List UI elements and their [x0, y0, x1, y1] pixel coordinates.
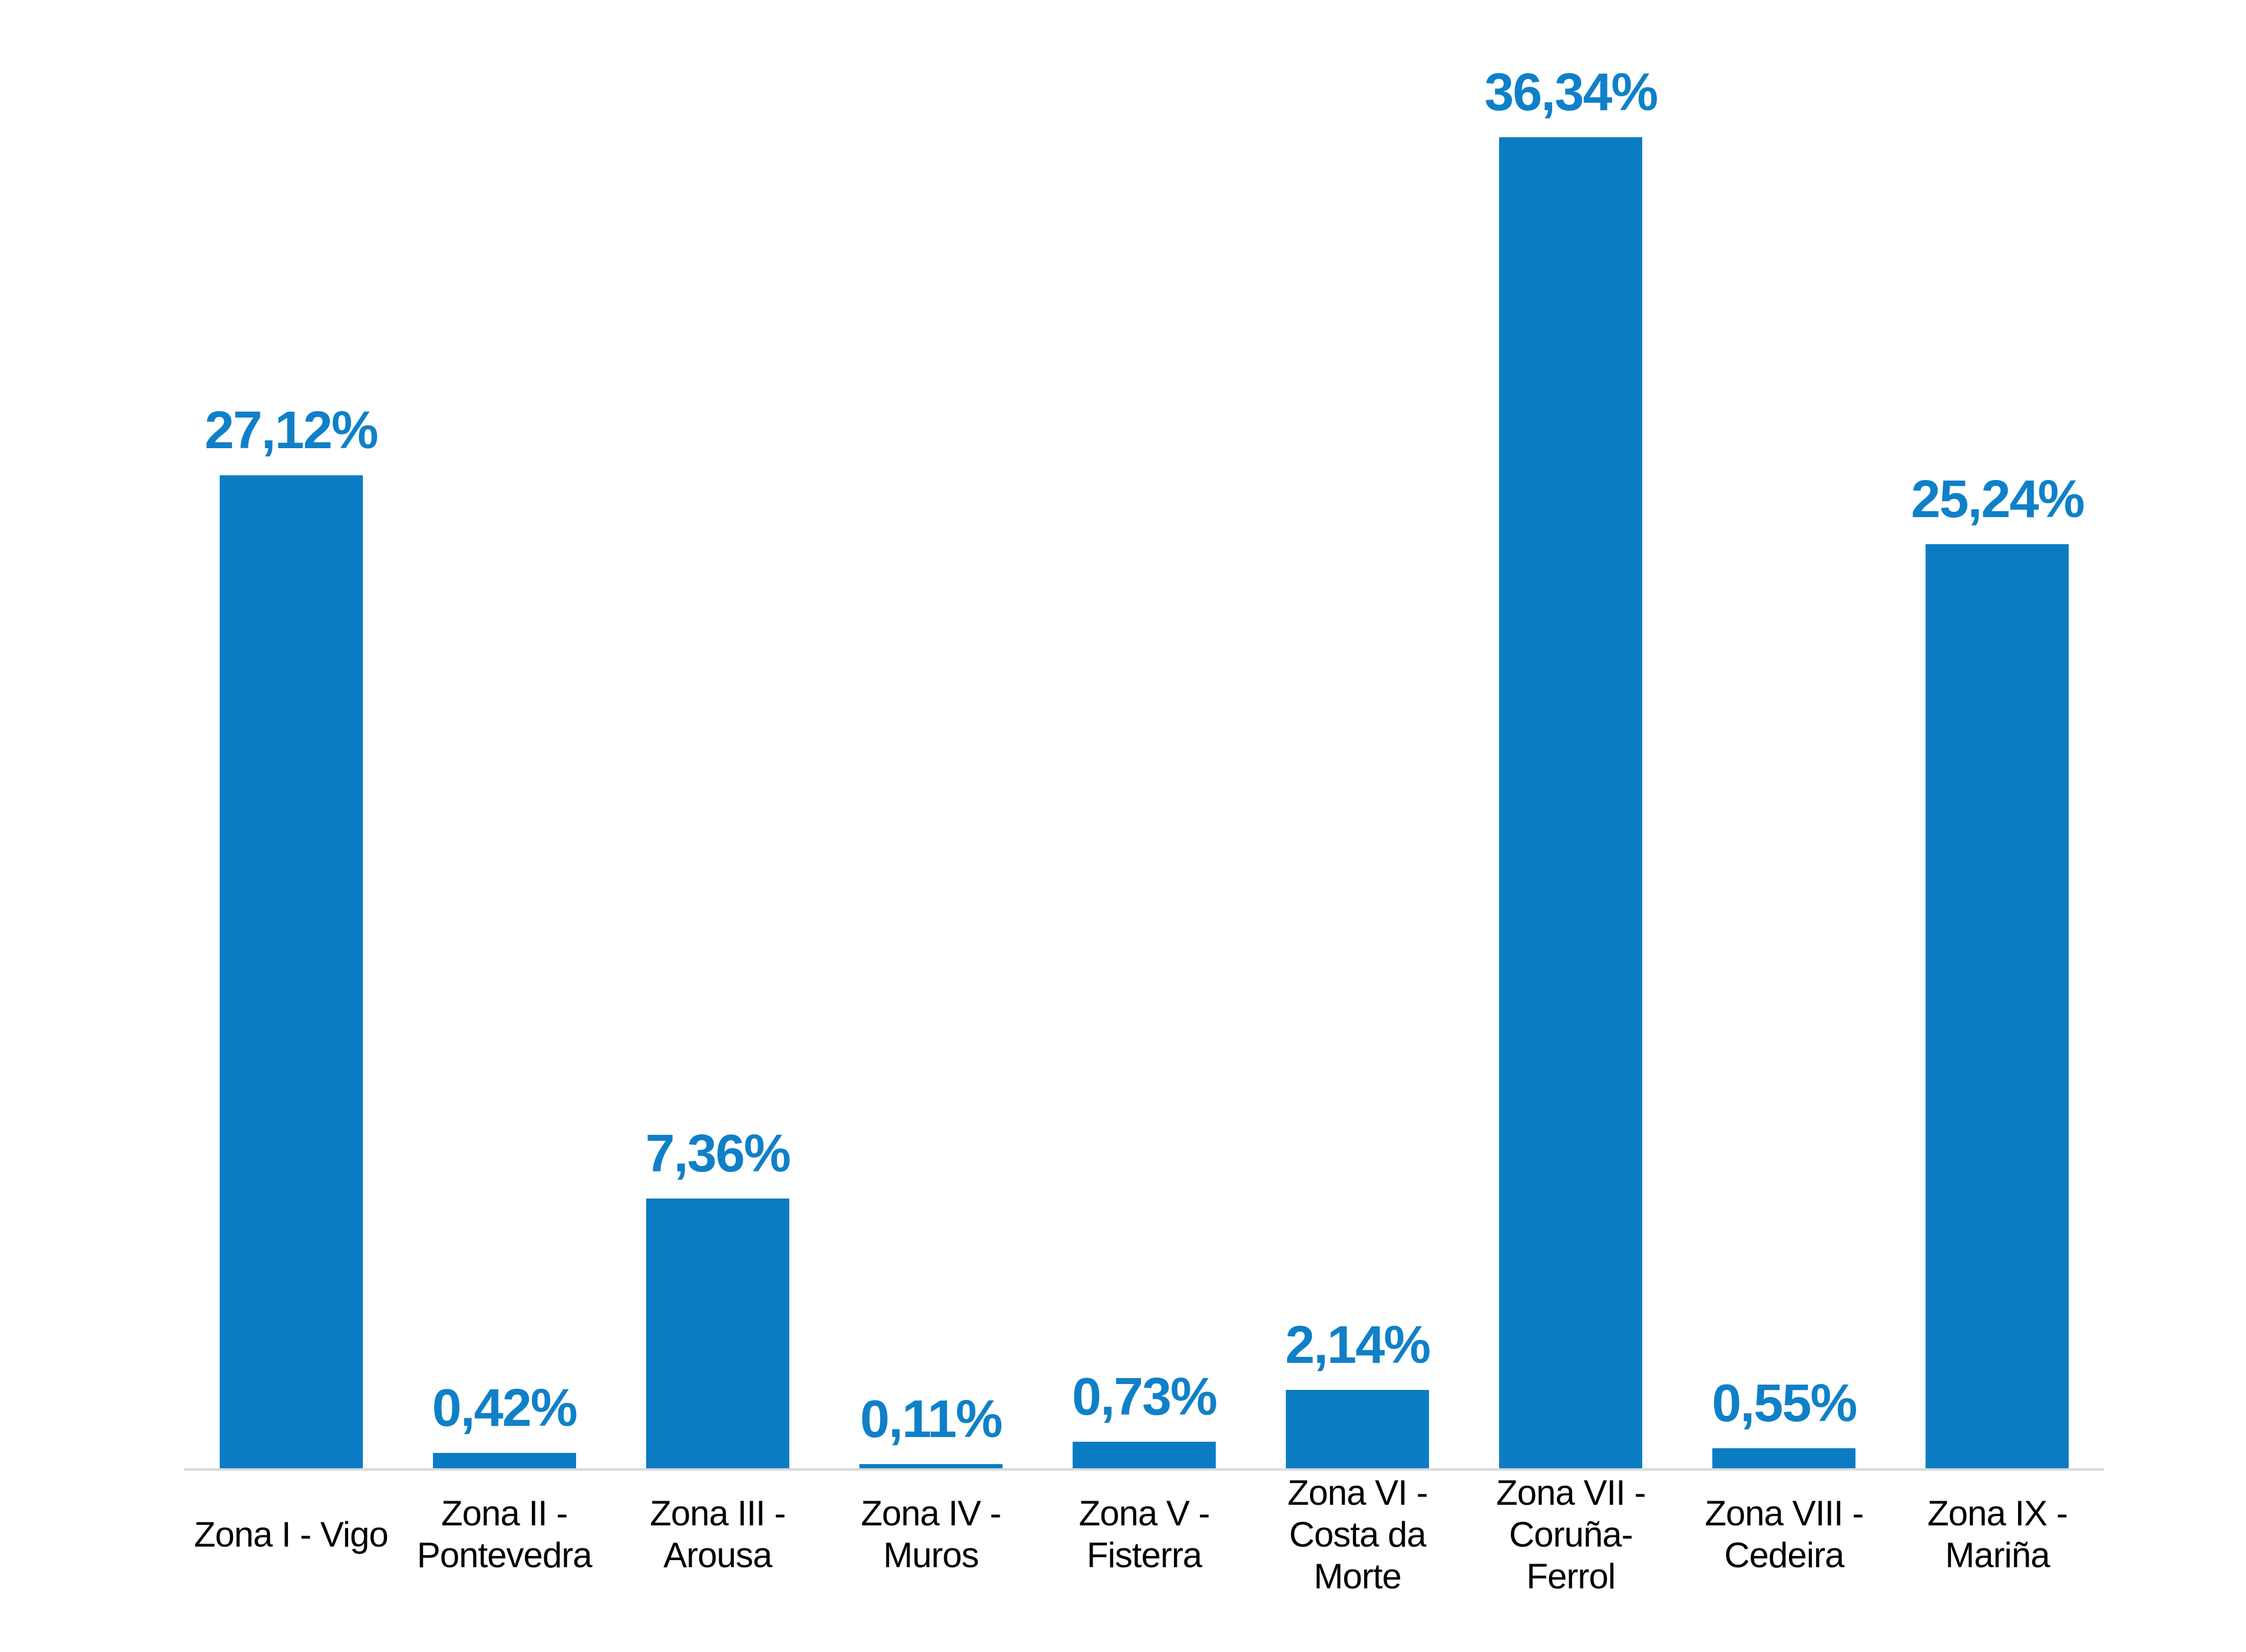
bar-slot: 25,24%	[1891, 0, 2104, 1468]
bar-value-label: 0,11%	[860, 1390, 1003, 1449]
category-label-4: Zona IV - Muros	[861, 1494, 1001, 1575]
bar-2[interactable]	[432, 1453, 576, 1468]
bar-8[interactable]	[1712, 1448, 1856, 1468]
category-label-7: Zona VII - Coruña- Ferrol	[1496, 1472, 1646, 1596]
bar-value-label: 0,73%	[1071, 1368, 1218, 1426]
bar-value-label: 25,24%	[1911, 470, 2085, 529]
category-label-5: Zona V - Fisterra	[1079, 1494, 1210, 1575]
bar-3[interactable]	[646, 1199, 789, 1468]
bar-slot: 0,11%	[824, 0, 1037, 1468]
x-axis-line	[184, 1468, 2104, 1471]
category-label-2: Zona II - Pontevedra	[416, 1494, 593, 1575]
bar-slot: 0,42%	[398, 0, 611, 1468]
bar-value-label: 27,12%	[204, 401, 378, 460]
bar-6[interactable]	[1286, 1390, 1430, 1468]
category-label-3: Zona III - Arousa	[650, 1494, 786, 1575]
bar-1[interactable]	[219, 475, 363, 1468]
bar-7[interactable]	[1499, 137, 1643, 1468]
bar-slot: 0,55%	[1678, 0, 1891, 1468]
category-label-8: Zona VIII - Cedeira	[1705, 1494, 1864, 1575]
category-axis: Zona I - Vigo Zona II - Pontevedra Zona III…	[184, 1472, 2104, 1596]
plot-area: 27,12% 0,42% 7,36% 0,11% 0,73% 2,14% 36,34% 0,5…	[184, 0, 2104, 1468]
bar-value-label: 0,42%	[432, 1379, 578, 1438]
bar-9[interactable]	[1926, 544, 2069, 1468]
bar-value-label: 36,34%	[1484, 63, 1658, 122]
bar-5[interactable]	[1072, 1442, 1216, 1468]
bar-value-label: 0,55%	[1712, 1374, 1857, 1433]
bar-slot: 27,12%	[184, 0, 398, 1468]
category-label-9: Zona IX - Mariña	[1927, 1494, 2068, 1575]
bar-4[interactable]	[859, 1464, 1003, 1468]
category-label-6: Zona VI - Costa da Morte	[1287, 1472, 1428, 1596]
bar-slot: 36,34%	[1464, 0, 1678, 1468]
bar-slot: 2,14%	[1251, 0, 1464, 1468]
bar-slot: 0,73%	[1037, 0, 1251, 1468]
category-label-1: Zona I - Vigo	[194, 1514, 388, 1554]
bar-value-label: 2,14%	[1285, 1316, 1431, 1375]
bar-value-label: 7,36%	[645, 1124, 791, 1183]
bar-slot: 7,36%	[611, 0, 824, 1468]
